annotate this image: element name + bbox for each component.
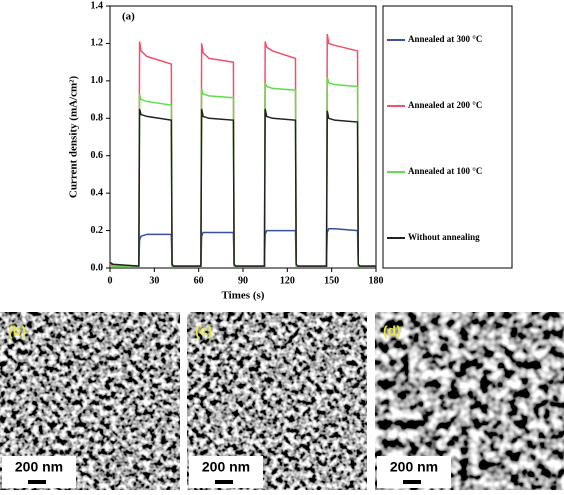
series-line	[110, 76, 376, 267]
y-tick-label: 1.0	[91, 75, 104, 86]
annotation: (a)	[122, 11, 135, 23]
x-tick-label: 180	[369, 275, 384, 286]
series-line	[109, 33, 376, 267]
y-tick-label: 0.6	[91, 150, 104, 161]
y-tick-label: 1.2	[91, 38, 104, 49]
series-line	[109, 108, 376, 267]
x-tick-label: 150	[324, 275, 339, 286]
x-tick-label: 90	[238, 275, 248, 286]
x-tick-label: 120	[280, 275, 295, 286]
series-line	[109, 227, 376, 267]
panel-label: (c)	[195, 323, 212, 339]
scale-label: 200 nm	[202, 459, 250, 475]
y-tick-label: 0.2	[91, 225, 104, 236]
sem-panel: (b) 200 nm	[0, 312, 180, 490]
legend-label: Without annealing	[408, 232, 480, 242]
y-tick-label: 0.4	[91, 187, 104, 198]
y-axis-label: Current density (mA/cm²)	[68, 76, 80, 199]
legend-label: Annealed at 300 °C	[408, 34, 482, 44]
y-tick-label: 0.0	[91, 262, 104, 273]
x-tick-label: 30	[149, 275, 159, 286]
sem-panel: (c) 200 nm	[187, 312, 367, 490]
x-axis-label: Times (s)	[222, 290, 265, 302]
scale-label: 200 nm	[390, 459, 438, 475]
legend-frame	[382, 5, 513, 269]
panel-label: (d)	[383, 323, 401, 339]
sem-panel: (d) 200 nm	[375, 312, 564, 490]
scale-bar	[403, 480, 421, 484]
x-tick-label: 0	[108, 275, 113, 286]
x-tick-label: 60	[194, 275, 204, 286]
y-tick-label: 0.8	[91, 113, 104, 124]
legend-label: Annealed at 100 °C	[408, 166, 482, 176]
y-tick-label: 1.4	[91, 0, 104, 11]
scale-bar	[215, 480, 233, 484]
legend-label: Annealed at 200 °C	[408, 100, 482, 110]
scale-label: 200 nm	[15, 459, 63, 475]
panel-label: (b)	[8, 323, 26, 339]
scale-bar	[28, 480, 46, 484]
